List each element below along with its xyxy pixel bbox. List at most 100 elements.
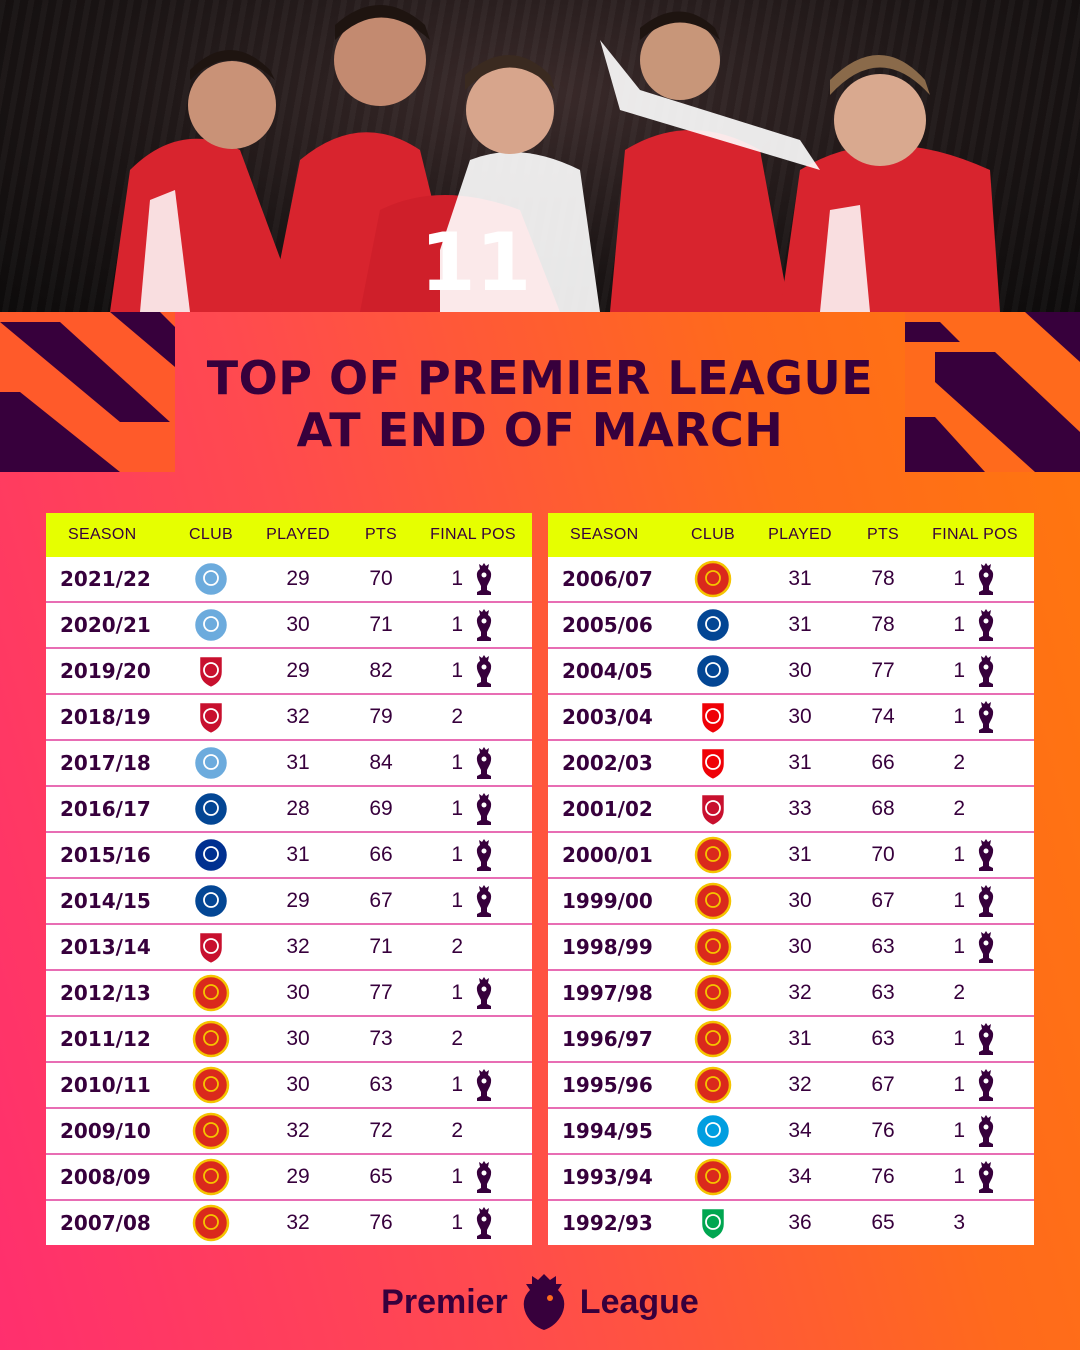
- club-cell: [174, 1066, 248, 1104]
- club-cell: [676, 790, 750, 828]
- pts-cell: 63: [369, 1073, 393, 1096]
- header-played: PLAYED: [266, 526, 330, 543]
- pts-cell: 74: [871, 705, 895, 728]
- played-cell: 32: [286, 705, 310, 728]
- played-cell: 30: [286, 981, 310, 1004]
- table-header: SEASON CLUB PLAYED PTS FINAL POS: [46, 513, 532, 557]
- final-pos-cell: 1: [953, 1119, 965, 1142]
- final-pos-cell: 1: [451, 797, 463, 820]
- header-pts: PTS: [364, 526, 398, 543]
- logo-word-league: League: [579, 1282, 699, 1321]
- final-pos-cell: 1: [953, 1073, 965, 1096]
- header-season: SEASON: [68, 526, 137, 543]
- final-pos-cell: 1: [451, 1211, 463, 1234]
- club-cell: [174, 882, 248, 920]
- table-body: 2021/22 29 70 1 2020/21 30 71 1 2019/20 29 82 1 2018…: [46, 557, 532, 1245]
- final-pos-cell: 1: [953, 705, 965, 728]
- pts-cell: 65: [369, 1165, 393, 1188]
- club-cell: [676, 1204, 750, 1242]
- played-cell: 30: [788, 889, 812, 912]
- man-utd-crest-icon: [192, 974, 230, 1012]
- man-city-crest-icon: [192, 744, 230, 782]
- table-row: 2008/09 29 65 1: [46, 1153, 532, 1199]
- season-cell: 2015/16: [60, 843, 151, 867]
- season-cell: 2016/17: [60, 797, 151, 821]
- final-pos-cell: 1: [953, 1165, 965, 1188]
- trophy-icon: [978, 1023, 994, 1055]
- man-city-crest-icon: [192, 606, 230, 644]
- header-pts: PTS: [866, 526, 900, 543]
- trophy-icon: [476, 747, 492, 779]
- table-row: 2007/08 32 76 1: [46, 1199, 532, 1245]
- hero-photo: 11: [0, 0, 1080, 312]
- final-pos-cell: 1: [451, 1165, 463, 1188]
- played-cell: 30: [788, 705, 812, 728]
- club-cell: [676, 1066, 750, 1104]
- header-final-pos: FINAL POS: [932, 526, 1018, 543]
- club-cell: [676, 744, 750, 782]
- final-pos-cell: 2: [953, 797, 965, 820]
- club-cell: [676, 652, 750, 690]
- pts-cell: 76: [871, 1119, 895, 1142]
- season-cell: 2018/19: [60, 705, 151, 729]
- season-cell: 2020/21: [60, 613, 151, 637]
- man-utd-crest-icon: [694, 928, 732, 966]
- season-cell: 2000/01: [562, 843, 653, 867]
- final-pos-cell: 1: [953, 935, 965, 958]
- played-cell: 31: [286, 843, 310, 866]
- played-cell: 32: [286, 1211, 310, 1234]
- table-row: 2000/01 31 70 1: [548, 831, 1034, 877]
- pts-cell: 78: [871, 613, 895, 636]
- table-row: 2014/15 29 67 1: [46, 877, 532, 923]
- final-pos-cell: 1: [953, 613, 965, 636]
- players-celebrating-image: 11: [110, 5, 1000, 312]
- pts-cell: 76: [369, 1211, 393, 1234]
- played-cell: 30: [788, 935, 812, 958]
- headline-line-2: AT END OF MARCH: [296, 403, 784, 457]
- stripe-decoration-left: [0, 312, 175, 472]
- pts-cell: 67: [871, 1073, 895, 1096]
- table-row: 2015/16 31 66 1: [46, 831, 532, 877]
- table-row: 2018/19 32 79 2: [46, 693, 532, 739]
- final-pos-cell: 1: [953, 1027, 965, 1050]
- season-cell: 1992/93: [562, 1211, 653, 1235]
- trophy-icon: [476, 793, 492, 825]
- header-club: CLUB: [691, 526, 735, 543]
- liverpool-crest-icon: [197, 930, 225, 966]
- club-cell: [174, 790, 248, 828]
- played-cell: 32: [286, 935, 310, 958]
- final-pos-cell: 1: [451, 981, 463, 1004]
- season-cell: 2009/10: [60, 1119, 151, 1143]
- man-utd-crest-icon: [192, 1066, 230, 1104]
- table-row: 2002/03 31 66 2: [548, 739, 1034, 785]
- table-row: 1992/93 36 65 3: [548, 1199, 1034, 1245]
- header-club: CLUB: [189, 526, 233, 543]
- season-cell: 2012/13: [60, 981, 151, 1005]
- season-cell: 2017/18: [60, 751, 151, 775]
- header-played: PLAYED: [768, 526, 832, 543]
- season-cell: 2013/14: [60, 935, 151, 959]
- trophy-icon: [978, 931, 994, 963]
- trophy-icon: [978, 1161, 994, 1193]
- table-row: 2019/20 29 82 1: [46, 647, 532, 693]
- headline-line-1: TOP OF PREMIER LEAGUE: [206, 351, 874, 405]
- table-row: 1997/98 32 63 2: [548, 969, 1034, 1015]
- pts-cell: 66: [369, 843, 393, 866]
- trophy-icon: [476, 839, 492, 871]
- trophy-icon: [476, 1207, 492, 1239]
- played-cell: 32: [788, 981, 812, 1004]
- man-utd-crest-icon: [192, 1204, 230, 1242]
- season-cell: 2021/22: [60, 567, 151, 591]
- played-cell: 30: [286, 1027, 310, 1050]
- club-cell: [174, 606, 248, 644]
- trophy-icon: [476, 563, 492, 595]
- table-row: 2010/11 30 63 1: [46, 1061, 532, 1107]
- season-cell: 2004/05: [562, 659, 653, 683]
- season-cell: 1996/97: [562, 1027, 653, 1051]
- club-cell: [174, 836, 248, 874]
- final-pos-cell: 2: [451, 1119, 463, 1142]
- season-cell: 2011/12: [60, 1027, 151, 1051]
- pts-cell: 76: [871, 1165, 895, 1188]
- played-cell: 30: [788, 659, 812, 682]
- final-pos-cell: 2: [953, 751, 965, 774]
